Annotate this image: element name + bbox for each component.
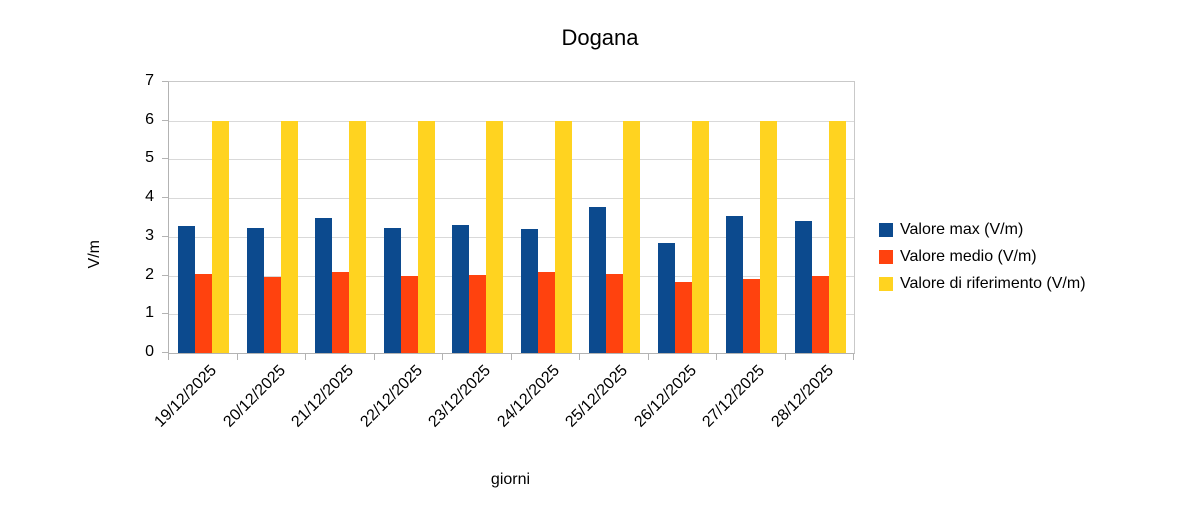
y-tick-label: 1 [145,304,154,322]
y-tick [162,197,168,199]
x-tick-label: 25/12/2025 [562,362,632,431]
y-tick-label: 0 [145,343,154,360]
bar-valore-riferimento [486,120,503,353]
bar-valore-medio [263,277,281,353]
x-tick [647,353,649,360]
y-tick-label: 4 [145,188,154,206]
bar-valore-max [726,215,743,353]
bar-valore-medio [537,272,555,353]
x-tick-label: 22/12/2025 [357,362,426,431]
x-tick-label: 24/12/2025 [494,362,563,431]
bar-valore-riferimento [280,120,298,353]
bar-valore-riferimento [760,120,777,353]
bar-valore-max [520,229,538,353]
x-tick [236,353,238,360]
bar-valore-max [178,226,195,353]
bar-valore-riferimento [417,120,435,353]
x-tick-label: 20/12/2025 [220,362,289,431]
bar-valore-riferimento [212,120,229,353]
y-tick-label: 5 [145,149,154,167]
bar-valore-medio [674,282,692,353]
x-tick-label: 19/12/2025 [151,362,221,431]
bar-valore-medio [195,274,212,353]
x-tick [305,353,306,360]
x-tick [442,353,443,360]
gridline [169,159,854,161]
gridline [169,275,854,277]
y-tick [162,235,168,237]
x-tick [579,353,580,360]
bar-valore-max [657,243,675,353]
x-tick [784,353,786,360]
legend-item-valore-medio: Valore medio (V/m) [879,248,1086,266]
bar-valore-medio [332,272,349,353]
legend-swatch-valore-medio [879,250,893,264]
bar-valore-riferimento [691,120,709,353]
bar-valore-medio [811,275,829,353]
chart-title: Dogana [561,25,639,50]
legend-label-valore-medio: Valore medio (V/m) [900,248,1037,265]
x-tick-label: 28/12/2025 [768,362,837,431]
y-tick [162,158,168,160]
bar-valore-max [452,225,469,353]
y-tick [162,313,168,315]
y-tick-label: 6 [145,110,154,128]
legend-label-valore-max: Valore max (V/m) [900,221,1024,238]
bar-valore-medio [606,273,623,353]
gridline [169,314,854,316]
bar-valore-max [383,228,401,353]
bar-valore-max [246,227,264,353]
legend-label-valore-riferimento: Valore di riferimento (V/m) [900,275,1086,292]
bar-valore-medio [743,279,760,353]
x-tick-label: 21/12/2025 [288,362,358,431]
x-tick-label: 23/12/2025 [425,362,495,431]
gridline [169,120,854,122]
x-tick [716,353,717,360]
bar-valore-riferimento [349,120,366,353]
bar-valore-max [589,206,606,353]
bar-valore-max [315,217,332,353]
bar-valore-max [794,220,812,353]
x-tick [168,353,169,360]
legend-item-valore-riferimento: Valore di riferimento (V/m) [879,275,1086,293]
y-tick [162,119,168,121]
legend-swatch-valore-max [879,223,893,237]
plot-area [168,81,855,354]
bar-valore-riferimento [623,120,640,353]
y-axis-title: V/m [86,240,103,269]
legend-item-valore-max: Valore max (V/m) [879,221,1086,239]
bar-valore-riferimento [554,120,572,353]
x-tick-label: 27/12/2025 [699,362,769,431]
y-tick-label: 3 [145,226,154,244]
x-tick [510,353,512,360]
x-tick [853,353,854,360]
x-axis-title: giorni [490,471,531,488]
y-tick [162,352,168,353]
y-tick [162,274,168,276]
gridline [169,198,854,200]
bar-valore-medio [469,274,486,353]
y-tick-label: 2 [145,265,154,283]
legend: Valore max (V/m) Valore medio (V/m) Valo… [879,221,1086,302]
gridline [169,236,854,238]
legend-swatch-valore-riferimento [879,277,893,291]
x-tick-label: 26/12/2025 [631,362,700,431]
y-tick [162,81,168,82]
bar-valore-medio [400,276,418,353]
bar-valore-riferimento [828,120,846,353]
x-tick [373,353,375,360]
y-tick-label: 7 [145,72,154,89]
